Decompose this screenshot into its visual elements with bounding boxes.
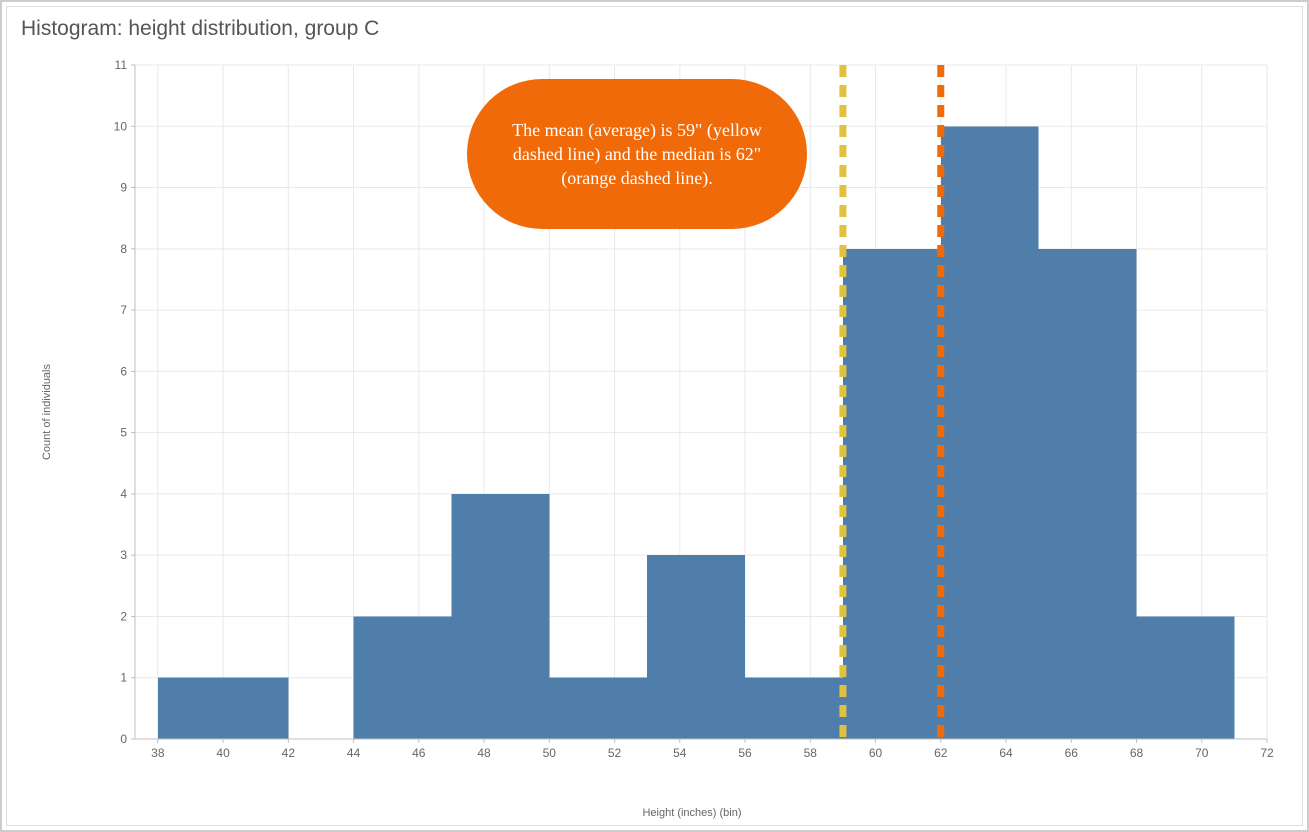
histogram-bar: [941, 126, 1039, 739]
chart-frame: Histogram: height distribution, group C …: [0, 0, 1309, 832]
y-tick-label: 2: [120, 609, 127, 623]
y-tick-label: 10: [114, 119, 128, 133]
histogram-bar: [745, 678, 843, 739]
x-tick-label: 58: [804, 746, 818, 760]
histogram-bar: [843, 249, 941, 739]
y-tick-label: 1: [120, 671, 127, 685]
x-tick-label: 62: [934, 746, 948, 760]
x-tick-label: 72: [1260, 746, 1274, 760]
x-tick-label: 46: [412, 746, 426, 760]
annotation-text: The mean (average) is 59" (yellow dashed…: [497, 118, 777, 191]
x-tick-label: 54: [673, 746, 687, 760]
histogram-bar: [1137, 616, 1235, 739]
y-tick-label: 7: [120, 303, 127, 317]
histogram-bar: [451, 494, 549, 739]
y-tick-label: 0: [120, 732, 127, 746]
y-tick-label: 6: [120, 364, 127, 378]
y-tick-label: 3: [120, 548, 127, 562]
histogram-bar: [158, 678, 288, 739]
x-tick-label: 50: [543, 746, 557, 760]
x-tick-label: 42: [282, 746, 296, 760]
x-axis-label: Height (inches) (bin): [107, 807, 1277, 819]
histogram-bar: [647, 555, 745, 739]
x-tick-label: 56: [738, 746, 752, 760]
x-tick-label: 68: [1130, 746, 1144, 760]
x-tick-label: 38: [151, 746, 165, 760]
histogram-bar: [1039, 249, 1137, 739]
x-tick-label: 66: [1065, 746, 1079, 760]
x-tick-label: 60: [869, 746, 883, 760]
annotation-callout: The mean (average) is 59" (yellow dashed…: [467, 79, 807, 229]
y-axis-label: Count of individuals: [41, 364, 53, 460]
x-tick-label: 48: [477, 746, 491, 760]
x-tick-label: 52: [608, 746, 622, 760]
y-tick-label: 5: [120, 426, 127, 440]
y-axis-label-container: Count of individuals: [37, 57, 57, 767]
x-tick-label: 44: [347, 746, 361, 760]
x-tick-label: 70: [1195, 746, 1209, 760]
x-tick-label: 40: [216, 746, 230, 760]
chart-title: Histogram: height distribution, group C: [21, 17, 379, 41]
x-tick-label: 64: [999, 746, 1013, 760]
y-tick-label: 11: [115, 58, 128, 72]
histogram-bar: [549, 678, 647, 739]
y-tick-label: 4: [120, 487, 127, 501]
histogram-bar: [354, 616, 452, 739]
y-tick-label: 9: [120, 181, 127, 195]
chart-panel: Histogram: height distribution, group C …: [6, 6, 1303, 826]
y-tick-label: 8: [120, 242, 127, 256]
